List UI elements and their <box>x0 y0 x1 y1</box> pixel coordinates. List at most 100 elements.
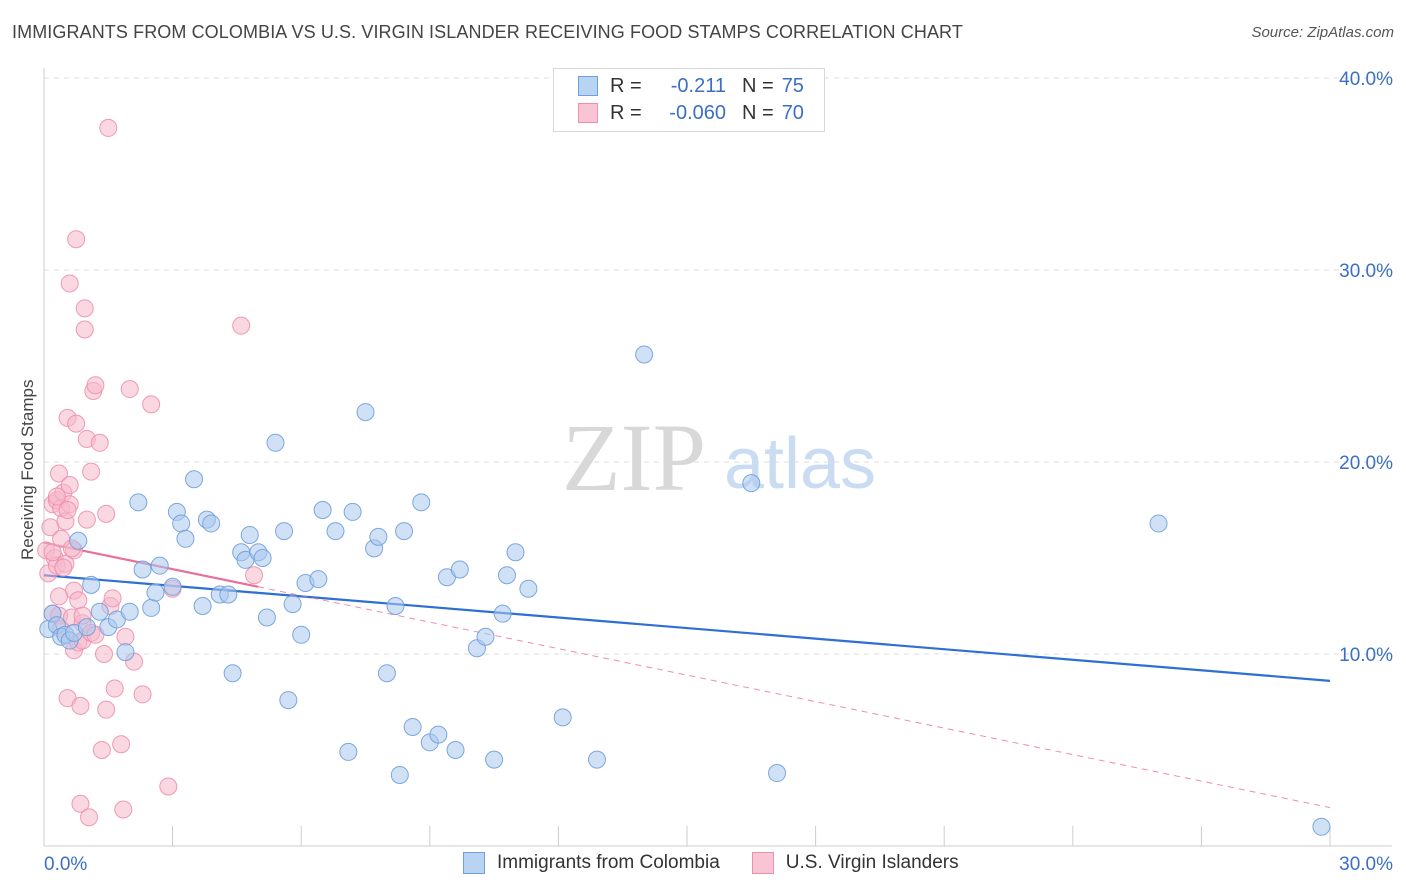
legend-n-label: N = <box>742 101 774 124</box>
legend-r-value: -0.211 <box>670 74 726 97</box>
point-colombia <box>386 597 405 615</box>
legend-swatch-blue <box>463 852 485 874</box>
point-virgin-islanders <box>58 501 77 519</box>
legend-r-label: R = <box>610 101 642 124</box>
point-colombia <box>519 579 538 598</box>
point-virgin-islanders <box>82 462 101 481</box>
legend-swatch-pink <box>751 852 774 874</box>
point-virgin-islanders <box>50 587 69 606</box>
point-virgin-islanders <box>71 794 90 813</box>
point-colombia <box>240 525 259 544</box>
point-virgin-islanders <box>120 380 139 399</box>
legend-swatch-blue <box>578 76 598 96</box>
y-tick-label: 10.0% <box>1339 645 1393 666</box>
point-colombia <box>395 522 414 541</box>
point-virgin-islanders <box>50 464 69 483</box>
point-virgin-islanders <box>112 735 131 754</box>
point-virgin-islanders <box>77 510 96 529</box>
point-colombia <box>450 560 469 579</box>
point-virgin-islanders <box>159 777 178 796</box>
point-virgin-islanders <box>71 696 90 715</box>
point-colombia <box>77 618 96 637</box>
point-colombia <box>587 750 606 769</box>
point-colombia <box>485 750 504 769</box>
point-colombia <box>446 741 465 759</box>
trend-line-colombia <box>43 574 1331 682</box>
legend-row-virgin-islanders: R = -0.060 N = 70 <box>578 100 804 126</box>
point-colombia <box>635 345 654 364</box>
point-colombia <box>313 501 332 519</box>
point-virgin-islanders <box>99 118 118 137</box>
point-colombia <box>553 708 572 727</box>
point-colombia <box>253 549 272 567</box>
y-axis-label: Receiving Food Stamps <box>18 379 37 560</box>
point-virgin-islanders <box>116 627 135 646</box>
point-colombia <box>176 529 195 548</box>
point-virgin-islanders <box>133 685 152 704</box>
point-colombia <box>133 560 152 579</box>
point-colombia <box>412 493 431 512</box>
watermark-zip: ZIP <box>562 404 706 511</box>
y-tick-label: 30.0% <box>1339 261 1393 282</box>
point-colombia <box>768 764 787 783</box>
grid-lines <box>44 77 1392 655</box>
point-virgin-islanders <box>80 808 99 827</box>
trend-extension-virgin-islanders <box>258 586 1331 809</box>
point-colombia <box>506 543 525 562</box>
point-virgin-islanders <box>95 645 114 663</box>
point-colombia <box>292 625 311 644</box>
point-virgin-islanders <box>54 558 73 577</box>
legend-r-value: -0.060 <box>669 101 726 124</box>
point-virgin-islanders <box>90 433 109 452</box>
point-colombia <box>116 643 135 662</box>
legend-item-virgin-islanders[interactable]: U.S. Virgin Islanders <box>751 852 959 874</box>
point-colombia <box>493 604 512 623</box>
point-virgin-islanders <box>60 476 79 495</box>
point-colombia <box>339 742 358 761</box>
point-colombia <box>223 664 242 683</box>
legend-n-value: 75 <box>781 74 804 97</box>
point-colombia <box>219 585 238 604</box>
point-colombia <box>146 583 165 602</box>
x-tick-label: 30.0% <box>1339 854 1393 875</box>
series-legend: Immigrants from Colombia U.S. Virgin Isl… <box>463 852 991 874</box>
watermark: ZIP atlas <box>562 404 876 511</box>
tick-labels: 10.0% 20.0% 30.0% 40.0% 0.0% 30.0% <box>44 69 1393 875</box>
point-colombia <box>142 598 161 617</box>
point-colombia <box>120 602 139 621</box>
point-colombia <box>129 493 148 512</box>
point-colombia <box>283 595 302 614</box>
point-virgin-islanders <box>67 414 86 433</box>
point-colombia <box>497 566 516 585</box>
point-virgin-islanders <box>67 230 86 249</box>
point-colombia <box>163 577 182 596</box>
point-colombia <box>390 765 409 784</box>
legend-label-colombia: Immigrants from Colombia <box>497 852 720 873</box>
point-virgin-islanders <box>47 487 66 506</box>
point-colombia <box>275 522 294 541</box>
point-colombia <box>1149 514 1168 533</box>
legend-swatch-pink <box>578 103 598 123</box>
point-virgin-islanders <box>86 376 105 395</box>
point-virgin-islanders <box>232 316 251 335</box>
point-virgin-islanders <box>142 395 161 414</box>
legend-item-colombia[interactable]: Immigrants from Colombia <box>463 852 720 874</box>
point-colombia <box>279 691 298 710</box>
point-colombia <box>356 403 375 422</box>
data-points <box>37 118 1331 836</box>
point-colombia <box>150 556 169 575</box>
point-colombia <box>69 531 88 550</box>
point-colombia <box>193 597 212 615</box>
point-virgin-islanders <box>75 299 94 318</box>
point-colombia <box>266 433 285 452</box>
legend-row-colombia: R = -0.211 N = 75 <box>578 73 804 99</box>
point-colombia <box>476 627 495 646</box>
point-virgin-islanders <box>114 800 133 819</box>
y-tick-label: 40.0% <box>1339 69 1393 90</box>
point-virgin-islanders <box>43 543 62 562</box>
point-colombia <box>429 725 448 744</box>
legend-n-value: 70 <box>781 101 804 124</box>
point-colombia <box>309 570 328 589</box>
point-colombia <box>403 717 422 736</box>
watermark-atlas: atlas <box>724 424 876 504</box>
